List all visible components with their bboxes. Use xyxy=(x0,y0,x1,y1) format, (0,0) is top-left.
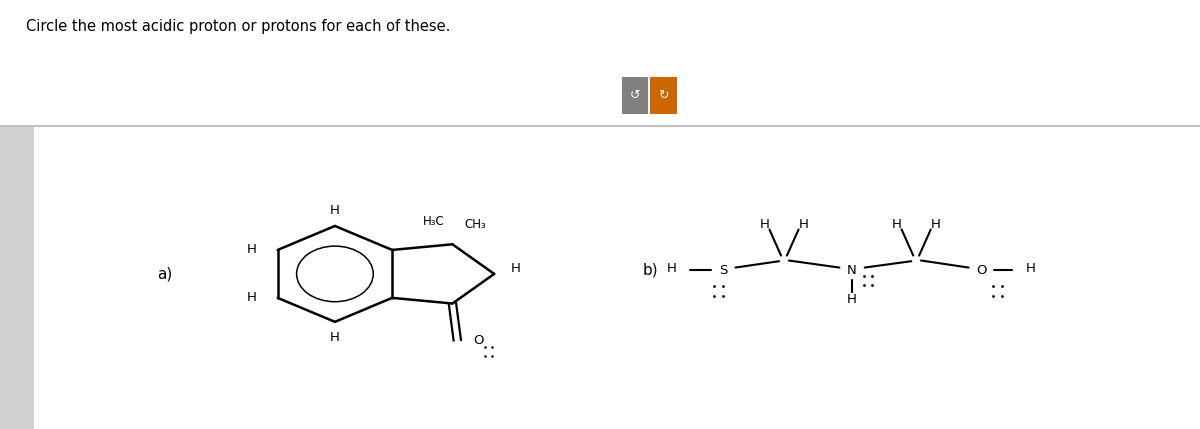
Text: b): b) xyxy=(643,263,659,278)
Text: H: H xyxy=(760,218,769,231)
Text: ↺: ↺ xyxy=(630,89,640,102)
Text: H: H xyxy=(931,218,941,231)
Text: O: O xyxy=(976,264,986,277)
Text: H: H xyxy=(246,243,257,257)
Text: H: H xyxy=(667,262,677,275)
Text: N: N xyxy=(847,264,857,277)
Text: H: H xyxy=(1026,262,1036,275)
Text: a): a) xyxy=(157,266,173,281)
Text: H: H xyxy=(847,293,857,306)
Text: H: H xyxy=(466,229,476,242)
Text: H: H xyxy=(511,262,521,275)
Text: H₃C: H₃C xyxy=(422,215,445,228)
Text: H: H xyxy=(246,291,257,304)
Text: H: H xyxy=(892,218,901,231)
Text: H: H xyxy=(330,204,340,217)
Text: ↻: ↻ xyxy=(659,89,668,102)
FancyBboxPatch shape xyxy=(462,227,481,242)
Text: Circle the most acidic proton or protons for each of these.: Circle the most acidic proton or protons… xyxy=(26,19,451,34)
Text: H: H xyxy=(798,218,809,231)
Text: O: O xyxy=(473,334,484,347)
Text: S: S xyxy=(720,264,728,277)
Text: CH₃: CH₃ xyxy=(464,218,486,231)
Text: H: H xyxy=(330,331,340,344)
